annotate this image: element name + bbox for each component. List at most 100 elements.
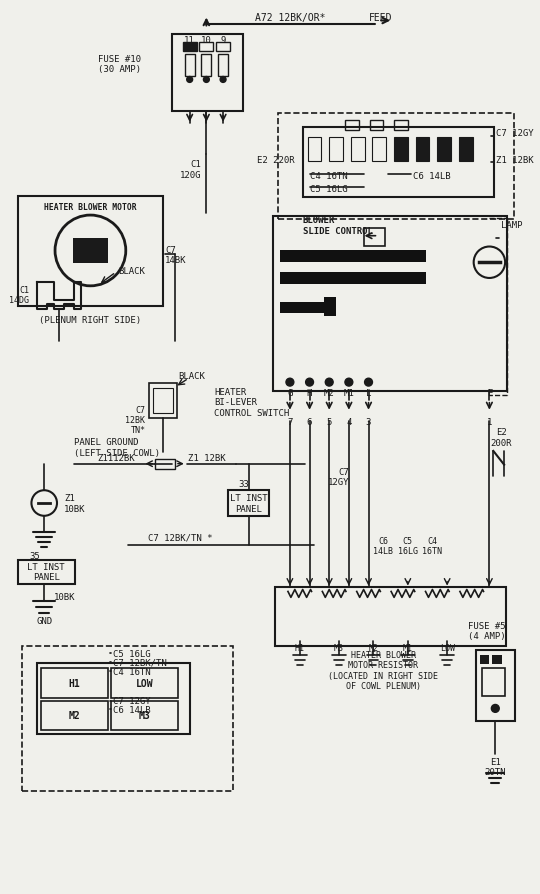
Bar: [394, 121, 408, 131]
Text: M1: M1: [343, 389, 354, 398]
Bar: [201, 55, 211, 76]
Text: 4: 4: [346, 417, 352, 426]
Text: C7 12GY: C7 12GY: [113, 696, 151, 705]
Bar: [41, 701, 108, 730]
Text: 1: 1: [487, 417, 492, 426]
Text: L: L: [366, 389, 371, 398]
Circle shape: [345, 379, 353, 386]
Bar: [73, 239, 108, 264]
Text: C6 14LB: C6 14LB: [413, 172, 450, 181]
Text: C7
12BK
TN*: C7 12BK TN*: [125, 405, 145, 434]
Text: 3: 3: [366, 417, 371, 426]
Text: M2: M2: [368, 644, 379, 653]
Text: A72 12BK/OR*: A72 12BK/OR*: [255, 13, 325, 22]
Circle shape: [204, 78, 210, 83]
Text: C7 12BK/TN *: C7 12BK/TN *: [147, 534, 212, 543]
Text: 35: 35: [29, 551, 40, 560]
Text: GND: GND: [36, 617, 52, 626]
Bar: [280, 251, 426, 263]
Bar: [280, 302, 334, 314]
Text: C4 16TN: C4 16TN: [309, 172, 347, 181]
Text: 10BK: 10BK: [54, 592, 76, 601]
Bar: [480, 655, 489, 664]
Text: M2: M2: [69, 711, 80, 721]
Bar: [373, 139, 386, 162]
Text: LT INST
PANEL: LT INST PANEL: [28, 562, 65, 582]
Bar: [308, 139, 321, 162]
Text: E: E: [487, 389, 492, 398]
Bar: [394, 139, 408, 162]
Bar: [18, 198, 163, 308]
Circle shape: [325, 379, 333, 386]
Text: Z1 12BK: Z1 12BK: [496, 156, 534, 164]
Bar: [482, 669, 505, 696]
Text: 33: 33: [238, 479, 249, 488]
Bar: [351, 139, 364, 162]
Text: M3: M3: [334, 644, 344, 653]
Circle shape: [286, 379, 294, 386]
Bar: [183, 43, 197, 52]
Text: 11: 11: [184, 36, 195, 45]
Text: H1: H1: [69, 678, 80, 688]
Text: FUSE #10
(30 AMP): FUSE #10 (30 AMP): [98, 55, 140, 74]
Circle shape: [364, 379, 373, 386]
Bar: [150, 384, 177, 418]
Text: C5
16LG: C5 16LG: [398, 536, 418, 555]
Text: M3: M3: [139, 711, 150, 721]
Bar: [416, 139, 429, 162]
Bar: [280, 273, 426, 284]
Text: LOW: LOW: [136, 678, 153, 688]
Text: FEED: FEED: [368, 13, 392, 22]
Text: LAMP: LAMP: [501, 221, 523, 230]
Circle shape: [187, 78, 193, 83]
Bar: [345, 121, 359, 131]
Text: HEATER BLOWER MOTOR: HEATER BLOWER MOTOR: [44, 203, 137, 212]
Bar: [275, 586, 506, 645]
Bar: [41, 669, 108, 698]
Bar: [476, 651, 515, 721]
Text: C1
14DG: C1 14DG: [10, 286, 30, 305]
Text: 10: 10: [201, 36, 212, 45]
Bar: [369, 121, 383, 131]
Text: 9: 9: [220, 36, 226, 45]
Text: E2 220R: E2 220R: [257, 156, 295, 164]
Text: C7 12GY: C7 12GY: [496, 129, 534, 138]
Text: BLACK: BLACK: [178, 371, 205, 380]
Bar: [111, 701, 178, 730]
Text: C7
14BK: C7 14BK: [165, 245, 187, 265]
Bar: [111, 669, 178, 698]
Bar: [325, 298, 336, 317]
Text: Z1112BK: Z1112BK: [97, 454, 135, 463]
Text: Z1
10BK: Z1 10BK: [64, 493, 85, 513]
Text: M2: M2: [324, 389, 335, 398]
Bar: [329, 139, 343, 162]
Bar: [199, 43, 213, 52]
Bar: [363, 229, 385, 246]
Bar: [18, 561, 75, 584]
Text: E1
20TN: E1 20TN: [484, 757, 506, 776]
Bar: [22, 645, 233, 791]
Text: FUSE #5
(4 AMP): FUSE #5 (4 AMP): [468, 621, 505, 641]
Bar: [228, 491, 269, 516]
Bar: [437, 139, 451, 162]
Text: C5 16LG: C5 16LG: [309, 185, 347, 194]
Text: M1: M1: [403, 644, 413, 653]
Text: BLACK: BLACK: [118, 266, 145, 275]
Text: H1: H1: [295, 644, 305, 653]
Text: C7
12GY: C7 12GY: [327, 468, 349, 486]
Bar: [303, 128, 494, 198]
Bar: [218, 55, 228, 76]
Text: 5: 5: [327, 417, 332, 426]
Text: BLOWER
SLIDE CONTROL: BLOWER SLIDE CONTROL: [303, 216, 373, 235]
Bar: [37, 663, 190, 734]
Bar: [216, 43, 230, 52]
Text: 7: 7: [287, 417, 293, 426]
Text: HEATER
BI-LEVER
CONTROL SWITCH: HEATER BI-LEVER CONTROL SWITCH: [214, 387, 289, 417]
Text: 6: 6: [307, 417, 312, 426]
Bar: [153, 389, 173, 413]
Text: C6
14LB: C6 14LB: [373, 536, 393, 555]
Text: C4
16TN: C4 16TN: [422, 536, 442, 555]
Bar: [156, 460, 175, 469]
Text: PANEL GROUND
(LEFT SIDE COWL): PANEL GROUND (LEFT SIDE COWL): [73, 438, 160, 457]
Text: LT INST
PANEL: LT INST PANEL: [230, 493, 267, 513]
